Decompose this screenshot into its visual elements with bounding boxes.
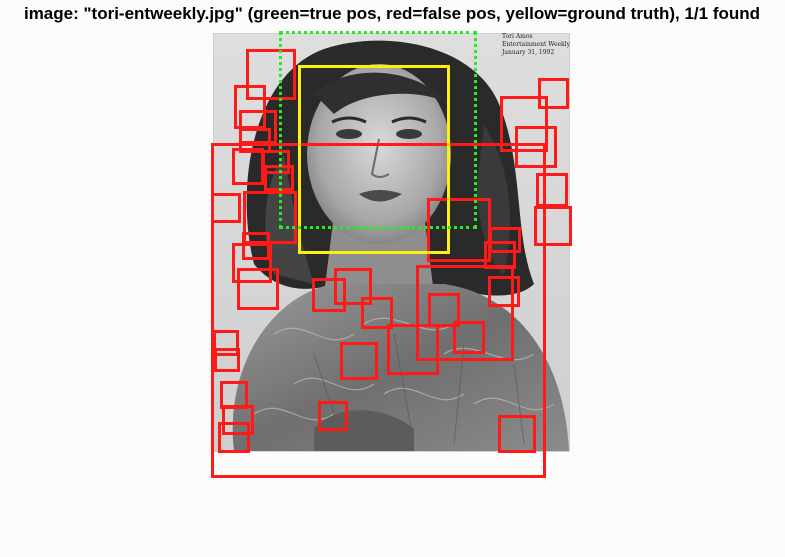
false-positive-box xyxy=(213,330,239,356)
ground-truth-box xyxy=(298,65,450,254)
false-positive-box xyxy=(243,191,297,244)
false-positive-box xyxy=(234,85,266,129)
false-positive-box xyxy=(515,126,557,168)
false-positive-box xyxy=(361,297,393,329)
true-positive-box xyxy=(279,31,477,229)
caption-line: Tori Amos xyxy=(502,33,533,40)
false-positive-box xyxy=(453,321,485,354)
false-positive-box xyxy=(340,342,378,380)
false-positive-box xyxy=(488,276,520,307)
false-positive-box xyxy=(222,405,254,435)
false-positive-box xyxy=(536,173,568,207)
false-positive-box xyxy=(428,293,460,327)
false-positive-box xyxy=(387,324,439,375)
false-positive-box xyxy=(312,278,346,312)
false-positive-box xyxy=(334,268,372,305)
false-positive-box xyxy=(498,415,536,453)
false-positive-box xyxy=(239,128,271,153)
false-positive-box xyxy=(218,422,250,453)
photo-drawing xyxy=(214,34,569,451)
false-positive-box xyxy=(489,227,521,253)
false-positive-box xyxy=(500,96,548,152)
false-positive-box xyxy=(246,49,296,100)
false-positive-box xyxy=(237,268,279,310)
false-positive-box xyxy=(211,143,546,146)
false-positive-box xyxy=(416,265,514,361)
false-positive-box xyxy=(534,206,572,246)
false-positive-box xyxy=(538,78,569,109)
false-positive-box xyxy=(214,348,240,372)
caption-line: January 31, 1992 xyxy=(502,49,555,56)
false-positive-box xyxy=(232,148,264,185)
false-positive-box xyxy=(239,110,277,144)
false-positive-box xyxy=(262,150,290,174)
false-positive-box xyxy=(318,401,348,431)
false-positive-box xyxy=(232,243,272,283)
false-positive-box xyxy=(211,193,241,223)
photo-caption: Tori Amos Entertainment Weekly January 3… xyxy=(502,33,570,57)
false-positive-box xyxy=(242,232,270,260)
caption-line: Entertainment Weekly xyxy=(502,41,570,48)
plot-title: image: "tori-entweekly.jpg" (green=true … xyxy=(23,4,761,23)
portrait-photo xyxy=(213,33,570,452)
